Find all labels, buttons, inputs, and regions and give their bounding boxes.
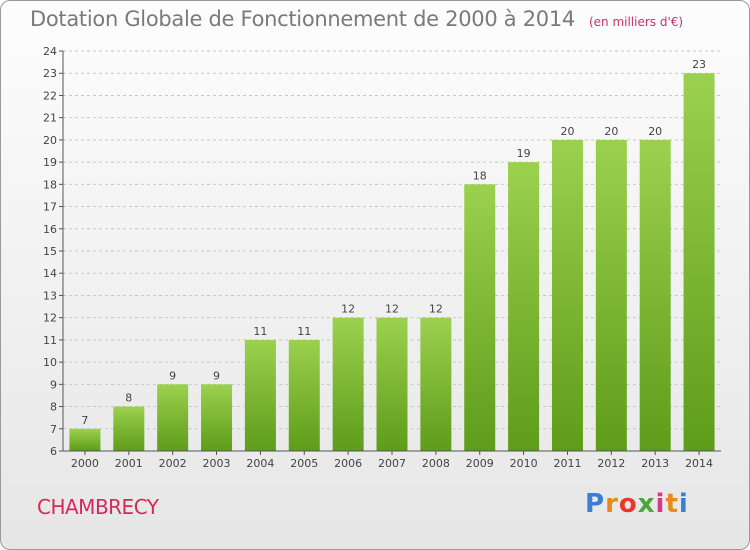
bar-value-label: 8: [125, 392, 132, 405]
bar-value-label: 11: [253, 325, 267, 338]
bar-value-label: 20: [648, 125, 662, 138]
bar: [420, 317, 452, 451]
x-tick-label: 2004: [246, 457, 274, 470]
y-tick-label: 18: [43, 178, 57, 191]
y-tick-label: 19: [43, 156, 57, 169]
bar-value-label: 20: [604, 125, 618, 138]
y-tick-label: 8: [50, 401, 57, 414]
bar-value-label: 11: [297, 325, 311, 338]
bar: [595, 139, 627, 451]
y-tick-label: 14: [43, 267, 57, 280]
bar: [201, 384, 233, 451]
y-tick-label: 6: [50, 445, 57, 458]
x-tick-label: 2009: [466, 457, 494, 470]
y-tick-label: 20: [43, 134, 57, 147]
x-tick-label: 2008: [422, 457, 450, 470]
x-tick-label: 2005: [290, 457, 318, 470]
y-tick-label: 11: [43, 334, 57, 347]
chart-title: Dotation Globale de Fonctionnement de 20…: [30, 7, 683, 31]
bar: [683, 73, 715, 451]
bar-value-label: 12: [429, 303, 443, 316]
y-tick-label: 12: [43, 312, 57, 325]
x-tick-label: 2006: [334, 457, 362, 470]
x-tick-label: 2002: [159, 457, 187, 470]
bar: [551, 139, 583, 451]
x-tick-label: 2010: [510, 457, 538, 470]
bar-value-label: 12: [385, 303, 399, 316]
bar-value-label: 7: [81, 414, 88, 427]
y-tick-label: 10: [43, 356, 57, 369]
bar: [332, 317, 364, 451]
bar: [288, 339, 320, 451]
x-tick-label: 2013: [641, 457, 669, 470]
x-tick-label: 2012: [597, 457, 625, 470]
y-tick-label: 23: [43, 67, 57, 80]
bar-value-label: 9: [213, 369, 220, 382]
proxiti-logo[interactable]: Proxiti: [585, 489, 689, 519]
x-tick-label: 2001: [115, 457, 143, 470]
y-tick-label: 7: [50, 423, 57, 436]
bar: [639, 139, 671, 451]
x-tick-label: 2007: [378, 457, 406, 470]
bar: [69, 428, 101, 451]
y-tick-label: 17: [43, 201, 57, 214]
bar-value-label: 23: [692, 58, 706, 71]
y-tick-label: 24: [43, 45, 57, 58]
y-tick-label: 9: [50, 378, 57, 391]
y-tick-label: 13: [43, 289, 57, 302]
bar: [244, 339, 276, 451]
y-tick-label: 15: [43, 245, 57, 258]
bar: [376, 317, 408, 451]
bar-value-label: 19: [517, 147, 531, 160]
chart-subtitle: (en milliers d'€): [588, 15, 684, 29]
x-tick-label: 2014: [685, 457, 713, 470]
x-tick-label: 2003: [203, 457, 231, 470]
bar-value-label: 12: [341, 303, 355, 316]
bar: [464, 184, 496, 452]
bar-value-label: 18: [473, 169, 487, 182]
chart-title-text: Dotation Globale de Fonctionnement de 20…: [30, 7, 575, 31]
x-tick-label: 2000: [71, 457, 99, 470]
bar: [508, 162, 540, 451]
y-tick-label: 16: [43, 223, 57, 236]
y-tick-label: 22: [43, 89, 57, 102]
bar: [113, 406, 145, 451]
bar-value-label: 9: [169, 369, 176, 382]
bar-value-label: 20: [560, 125, 574, 138]
x-tick-label: 2011: [553, 457, 581, 470]
commune-name: CHAMBRECY: [37, 495, 159, 519]
bar: [157, 384, 189, 451]
y-tick-label: 21: [43, 112, 57, 125]
